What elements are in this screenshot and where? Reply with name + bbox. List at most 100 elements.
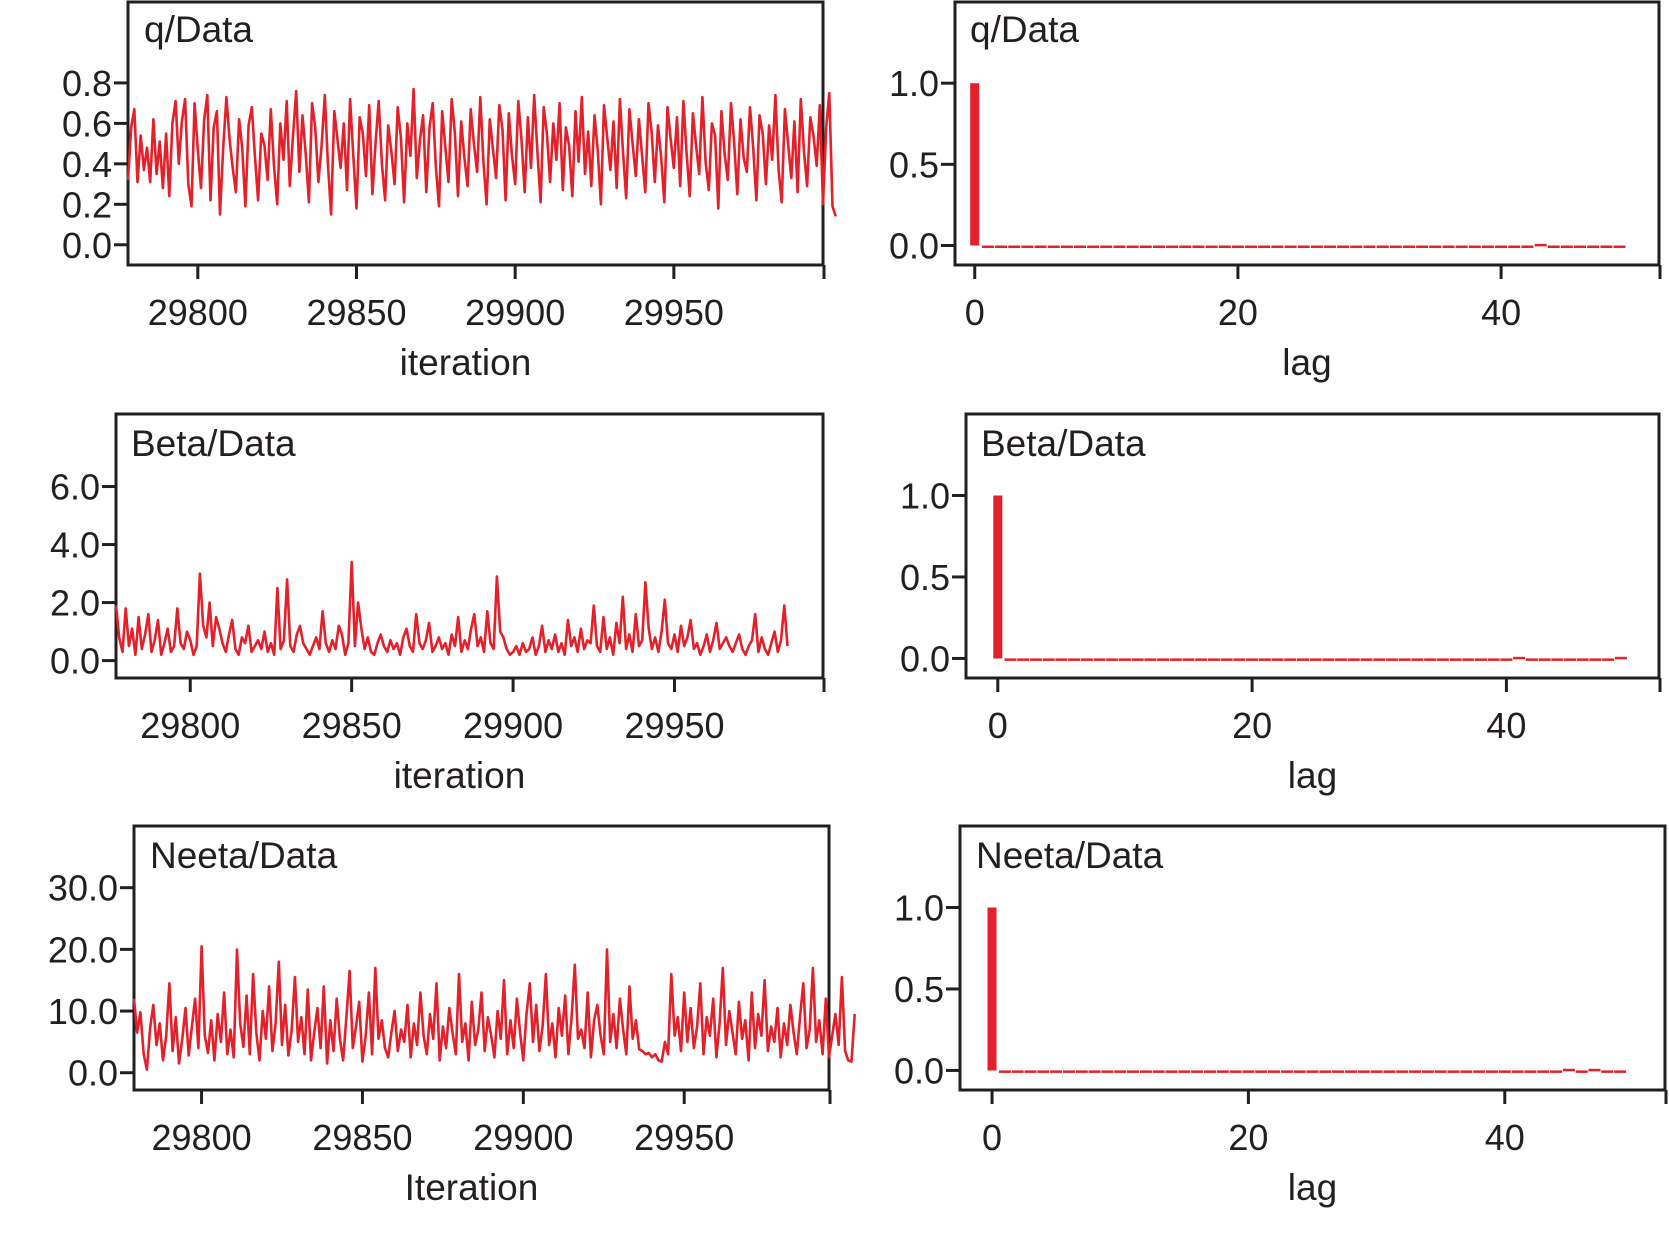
acf-bar-lag-31 <box>1386 658 1398 661</box>
acf-bar-lag-20 <box>1231 245 1244 248</box>
acf-bar-lag-7 <box>1060 245 1073 248</box>
panel-title: Beta/Data <box>131 423 296 464</box>
y-tick-label: 0.2 <box>62 184 112 225</box>
x-tick-label: 29800 <box>152 1117 252 1158</box>
acf-bar-lag-35 <box>1434 1070 1447 1073</box>
acf-bar-lag-40 <box>1495 245 1508 248</box>
panel-5: 0.0 10.0 20.0 30.0 29800 29850 29900 29950 Itera… <box>48 824 856 1208</box>
y-tick-label: 4.0 <box>50 525 100 566</box>
acf-bar-lag-42 <box>1524 1070 1537 1073</box>
panel-2: 0.0 0.5 1.0 0 20 40 lag q/Data <box>889 0 1662 383</box>
acf-bar-lag-7 <box>1080 658 1093 661</box>
acf-bar-lag-7 <box>1075 1070 1088 1073</box>
y-tick-label: 0.5 <box>894 969 944 1010</box>
acf-bar-lag-20 <box>1246 658 1259 661</box>
acf-bar-lag-26 <box>1319 1070 1332 1073</box>
acf-bar-lag-14 <box>1165 1070 1178 1073</box>
panel-title: Neeta/Data <box>150 835 338 876</box>
acf-bar-lag-22 <box>1268 1070 1280 1073</box>
acf-bar-lag-24 <box>1297 658 1309 661</box>
acf-bar-lag-43 <box>1534 243 1547 247</box>
x-tick-label: 20 <box>1218 292 1258 333</box>
acf-bar-lag-34 <box>1424 658 1437 661</box>
x-tick-label: 29900 <box>463 705 563 746</box>
acf-bar-lag-15 <box>1166 245 1179 248</box>
acf-bar-lag-29 <box>1357 1070 1370 1073</box>
acf-bar-lag-28 <box>1337 245 1350 248</box>
acf-bar-lag-16 <box>1179 245 1192 248</box>
acf-bar-lag-36 <box>1449 658 1462 661</box>
acf-bar-lag-21 <box>1255 1070 1268 1073</box>
x-tick-label: 20 <box>1228 1117 1268 1158</box>
x-axis-label: Iteration <box>405 1167 539 1208</box>
acf-bar-lag-17 <box>1192 245 1205 248</box>
acf-bar-lag-12 <box>1126 245 1139 248</box>
acf-bar-lag-17 <box>1204 1070 1216 1073</box>
acf-bar-lag-30 <box>1370 1070 1383 1073</box>
y-tick-label: 0.5 <box>889 144 939 185</box>
x-tick-label: 29950 <box>624 292 724 333</box>
trace-series-line <box>132 944 856 1071</box>
x-tick-label: 40 <box>1485 1117 1525 1158</box>
x-axis-label: lag <box>1282 342 1331 383</box>
acf-bar-lag-34 <box>1421 1070 1434 1073</box>
y-tick-label: 20.0 <box>48 929 118 970</box>
acf-bar-lag-30 <box>1363 245 1376 248</box>
acf-bar-lag-40 <box>1498 1070 1511 1073</box>
acf-bar-lag-33 <box>1411 658 1424 661</box>
acf-bar-lag-48 <box>1600 245 1613 248</box>
panel-6: 0.0 0.5 1.0 0 20 40 lag Neeta/Data <box>894 824 1668 1208</box>
acf-bar-lag-10 <box>1118 658 1131 661</box>
acf-bar-lag-8 <box>1088 1070 1101 1073</box>
panel-title: Beta/Data <box>981 423 1146 464</box>
acf-bar-lag-0 <box>970 83 980 246</box>
acf-bar-lag-3 <box>1008 245 1021 248</box>
acf-bar-lag-17 <box>1208 658 1220 661</box>
x-axis-label: iteration <box>400 342 532 383</box>
x-tick-label: 20 <box>1232 705 1272 746</box>
acf-bar-lag-49 <box>1614 1070 1627 1073</box>
acf-bar-lag-25 <box>1297 245 1310 248</box>
y-tick-label: 0.6 <box>62 103 112 144</box>
acf-bar-lag-13 <box>1157 658 1170 661</box>
acf-bar-lag-10 <box>1100 245 1113 248</box>
acf-bar-lag-32 <box>1389 245 1402 248</box>
acf-bar-lag-35 <box>1429 245 1442 248</box>
acf-bar-lag-22 <box>1271 658 1284 661</box>
plot-frame <box>126 0 825 267</box>
acf-bar-lag-23 <box>1271 245 1284 248</box>
acf-bar-lag-3 <box>1024 1070 1037 1073</box>
acf-bar-lag-45 <box>1564 658 1576 661</box>
x-tick-label: 40 <box>1486 705 1526 746</box>
acf-bar-lag-19 <box>1233 658 1246 661</box>
x-axis-label: lag <box>1288 1167 1337 1208</box>
y-tick-label: 2.0 <box>50 583 100 624</box>
acf-bar-lag-33 <box>1403 245 1415 248</box>
acf-bar-lag-41 <box>1508 245 1521 248</box>
acf-bar-lag-36 <box>1447 1070 1460 1073</box>
acf-bar-lag-5 <box>1034 245 1047 248</box>
y-tick-label: 1.0 <box>894 887 944 928</box>
acf-bar-lag-27 <box>1332 1070 1345 1073</box>
acf-bar-lag-4 <box>1037 1070 1050 1073</box>
acf-bar-lag-32 <box>1398 658 1411 661</box>
acf-bar-lag-21 <box>1258 658 1271 661</box>
acf-bar-lag-25 <box>1306 1070 1319 1073</box>
acf-bar-lag-32 <box>1396 1070 1409 1073</box>
x-tick-label: 29850 <box>312 1117 412 1158</box>
acf-bar-lag-19 <box>1229 1070 1242 1073</box>
acf-bar-lag-21 <box>1245 245 1258 248</box>
acf-bar-lag-6 <box>1068 658 1081 661</box>
acf-bar-lag-29 <box>1350 245 1363 248</box>
acf-bar-lag-6 <box>1063 1070 1075 1073</box>
y-tick-label: 30.0 <box>48 868 118 909</box>
acf-bar-lag-33 <box>1409 1070 1421 1073</box>
acf-bar-lag-5 <box>1055 658 1068 661</box>
acf-bar-lag-39 <box>1481 245 1494 248</box>
acf-bar-lag-18 <box>1220 658 1233 661</box>
panel-title: Neeta/Data <box>976 835 1164 876</box>
acf-bar-lag-46 <box>1576 658 1589 661</box>
acf-bar-lag-13 <box>1152 1070 1165 1073</box>
acf-bar-lag-30 <box>1373 658 1386 661</box>
acf-bar-lag-28 <box>1345 1070 1357 1073</box>
